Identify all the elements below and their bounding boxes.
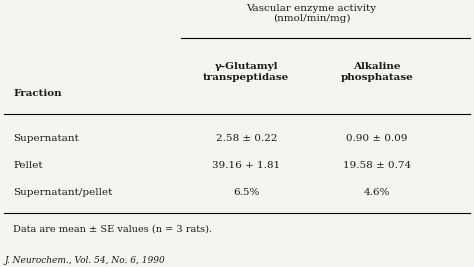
Text: Pellet: Pellet [13, 161, 43, 170]
Text: 4.6%: 4.6% [364, 188, 390, 197]
Text: J. Neurochem., Vol. 54, No. 6, 1990: J. Neurochem., Vol. 54, No. 6, 1990 [4, 256, 165, 265]
Text: Supernatant: Supernatant [13, 134, 79, 143]
Text: 39.16 + 1.81: 39.16 + 1.81 [212, 161, 281, 170]
Text: Data are mean ± SE values (n = 3 rats).: Data are mean ± SE values (n = 3 rats). [13, 224, 213, 233]
Text: 2.58 ± 0.22: 2.58 ± 0.22 [216, 134, 277, 143]
Text: Fraction: Fraction [13, 89, 62, 98]
Text: Vascular enzyme activity
(nmol/min/mg): Vascular enzyme activity (nmol/min/mg) [246, 4, 376, 23]
Text: 19.58 ± 0.74: 19.58 ± 0.74 [343, 161, 411, 170]
Text: Supernatant/pellet: Supernatant/pellet [13, 188, 113, 197]
Text: 6.5%: 6.5% [233, 188, 259, 197]
Text: 0.90 ± 0.09: 0.90 ± 0.09 [346, 134, 408, 143]
Text: γ-Glutamyl
transpeptidase: γ-Glutamyl transpeptidase [203, 62, 290, 82]
Text: Alkaline
phosphatase: Alkaline phosphatase [340, 62, 413, 82]
